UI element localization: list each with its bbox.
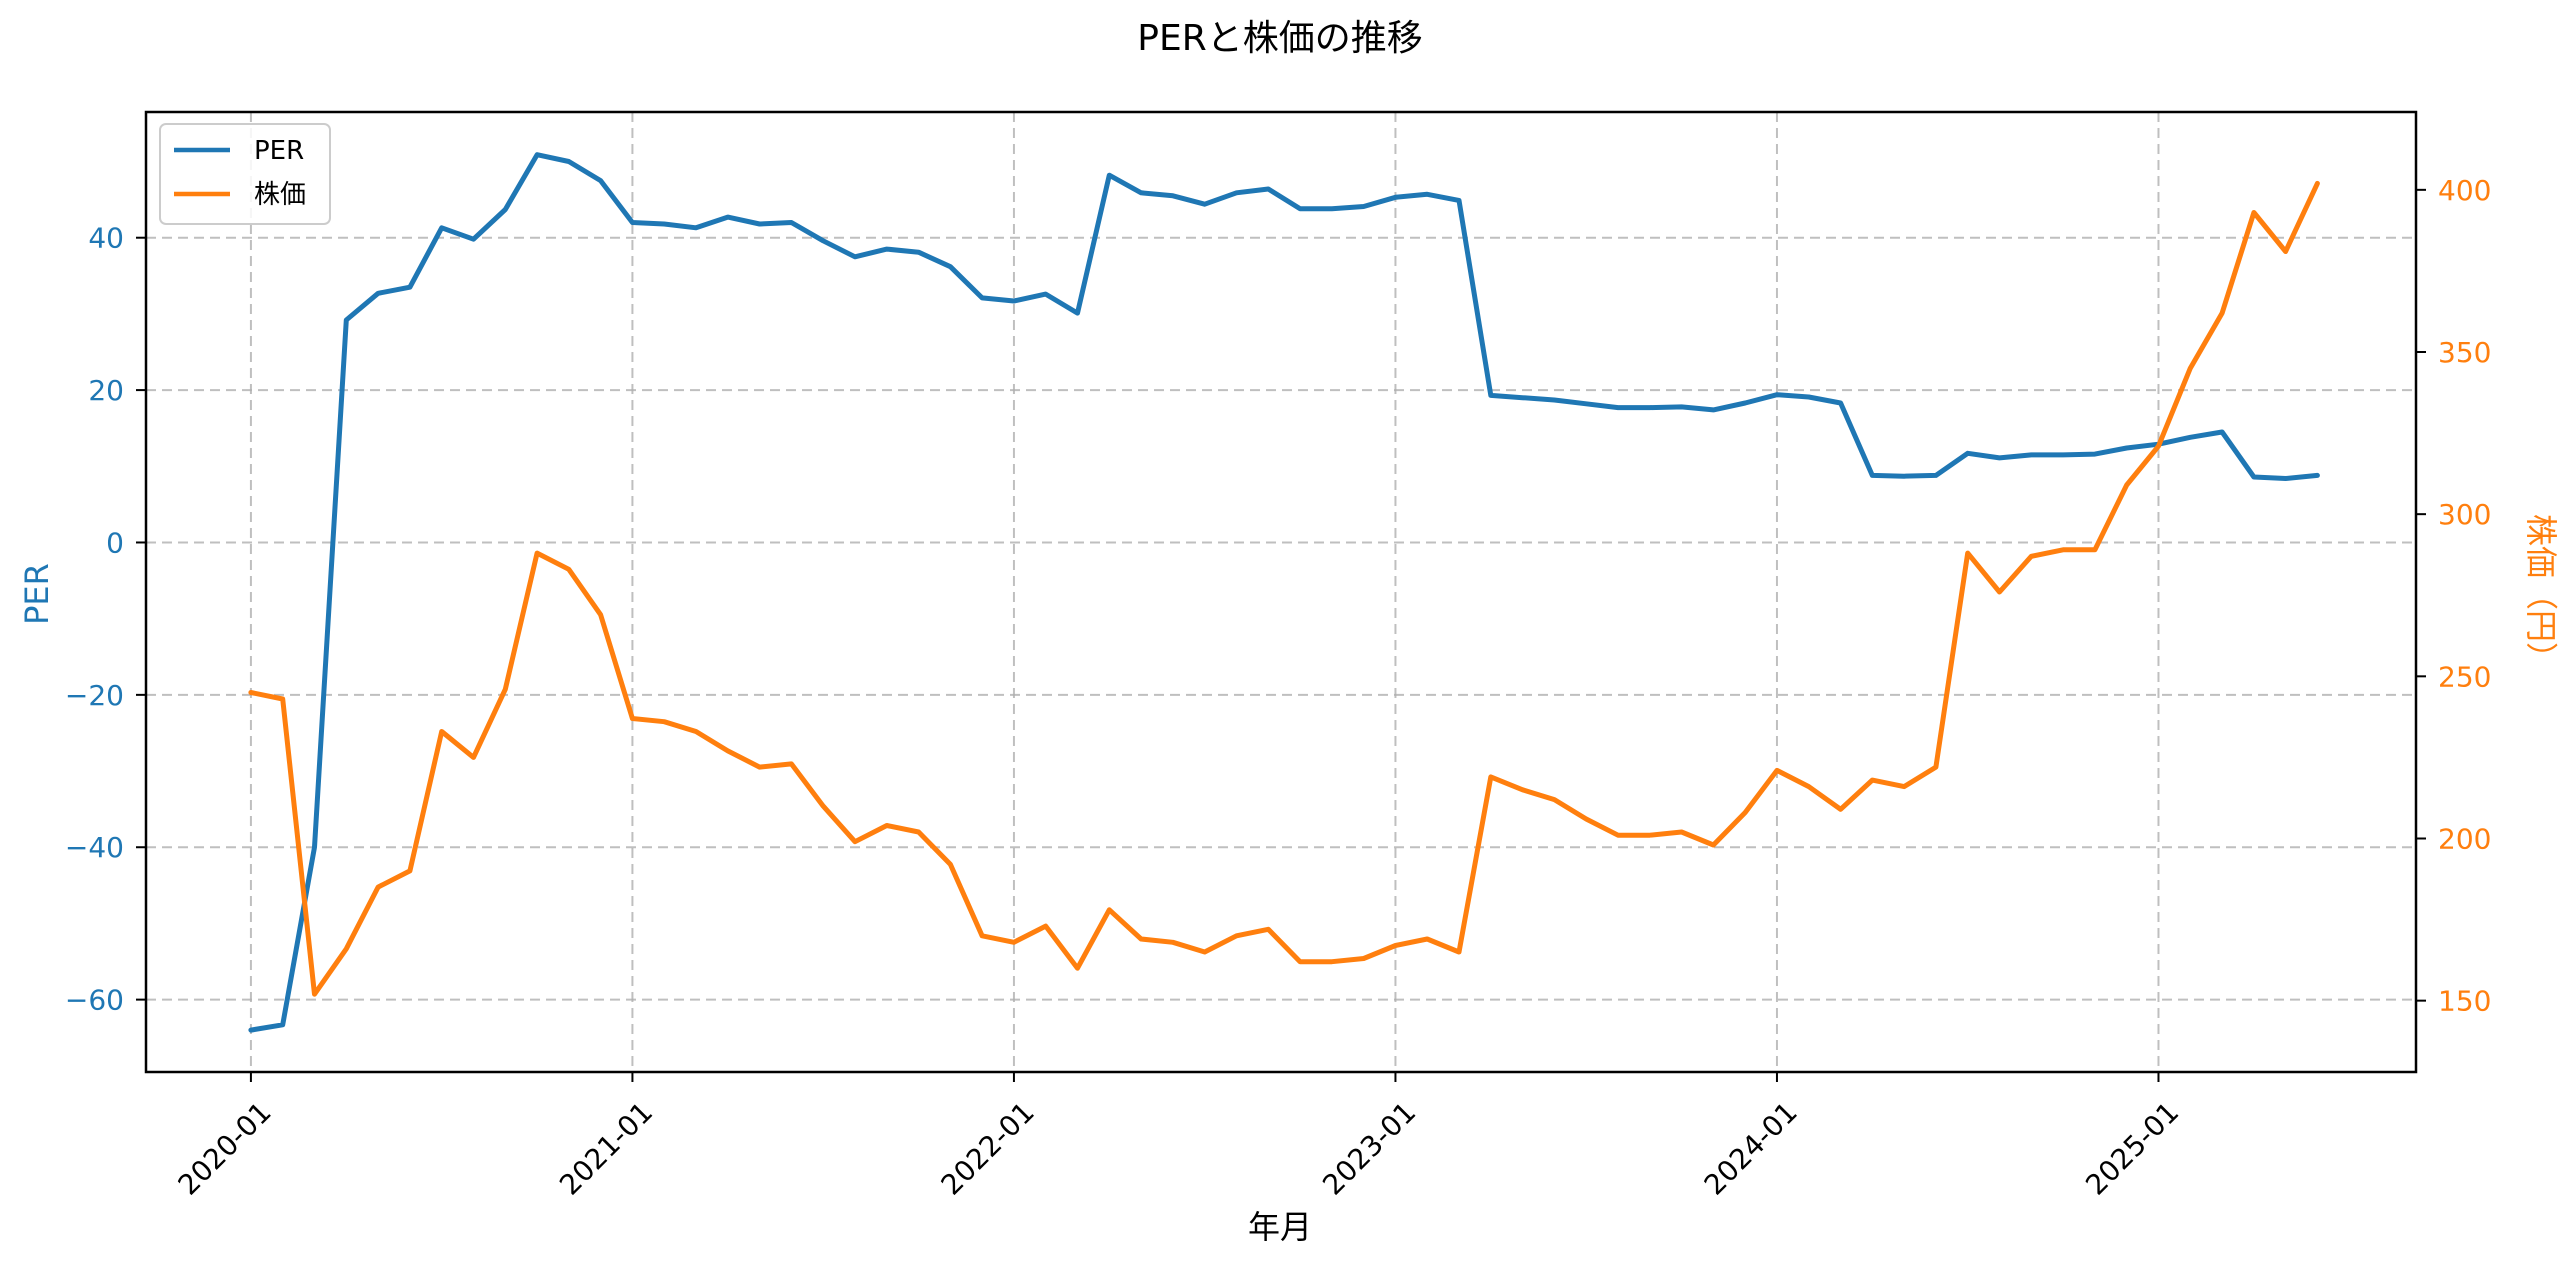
x-tick-label: 2021-01 <box>553 1095 659 1201</box>
left-axis-label: PER <box>18 563 56 625</box>
x-tick-label: 2024-01 <box>1698 1095 1804 1201</box>
left-tick-label: −40 <box>65 831 124 864</box>
x-tick-label: 2020-01 <box>172 1095 278 1201</box>
left-tick-label: 20 <box>88 374 124 407</box>
left-tick-label: −60 <box>65 984 124 1017</box>
left-tick-label: 0 <box>106 526 124 559</box>
right-tick-label: 350 <box>2438 336 2491 369</box>
right-tick-label: 300 <box>2438 498 2491 531</box>
right-y-axis: 150 200 250 300 350 400 <box>2416 174 2491 1018</box>
right-tick-label: 200 <box>2438 822 2491 855</box>
legend: PER 株価 <box>159 123 331 225</box>
series-lines <box>248 152 2320 1033</box>
x-tick-label: 2025-01 <box>2079 1095 2185 1201</box>
right-tick-label: 400 <box>2438 174 2491 207</box>
x-axis-label: 年月 <box>1248 1208 1312 1246</box>
left-tick-label: 40 <box>88 222 124 255</box>
series-line-per <box>248 152 2320 1033</box>
series-line-price <box>248 180 2320 997</box>
right-tick-label: 250 <box>2438 660 2491 693</box>
x-tick-label: 2022-01 <box>935 1095 1041 1201</box>
right-axis-label: 株価（円） <box>2522 514 2560 674</box>
legend-label-per: PER <box>254 136 304 166</box>
right-tick-label: 150 <box>2438 985 2491 1018</box>
x-axis: 2020-01 2021-01 2022-01 2023-01 2024-01 2025-… <box>172 1072 2185 1202</box>
left-tick-label: −20 <box>65 679 124 712</box>
x-tick-label: 2023-01 <box>1316 1095 1422 1201</box>
chart-title: PERと株価の推移 <box>1137 18 1422 59</box>
legend-label-price: 株価 <box>254 180 306 210</box>
grid-lines <box>146 112 2416 1072</box>
left-y-axis: −60 −40 −20 0 20 40 <box>65 222 146 1017</box>
plot-frame <box>144 110 2418 1074</box>
